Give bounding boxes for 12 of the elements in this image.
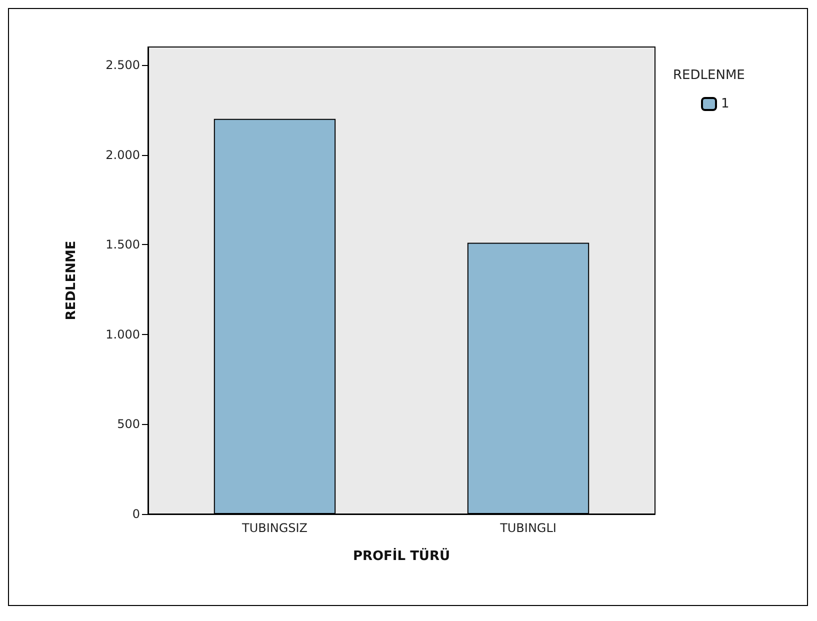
- y-tick-label: 1.500: [106, 238, 140, 252]
- y-tick-label: 0: [132, 507, 140, 521]
- x-tick-label: TUBINGLI: [499, 521, 556, 535]
- x-tick-label: TUBINGSIZ: [240, 521, 308, 535]
- y-tick-label: 2.000: [106, 148, 140, 162]
- y-tick-label: 1.000: [106, 327, 140, 342]
- legend-label: 1: [721, 96, 730, 112]
- x-axis-title: PROFİL TÜRÜ: [352, 547, 450, 564]
- legend-title: REDLENME: [673, 68, 745, 83]
- y-tick-label: 500: [117, 417, 140, 432]
- y-tick-label: 2.500: [106, 58, 140, 72]
- y-axis-title: REDLENME: [64, 240, 79, 320]
